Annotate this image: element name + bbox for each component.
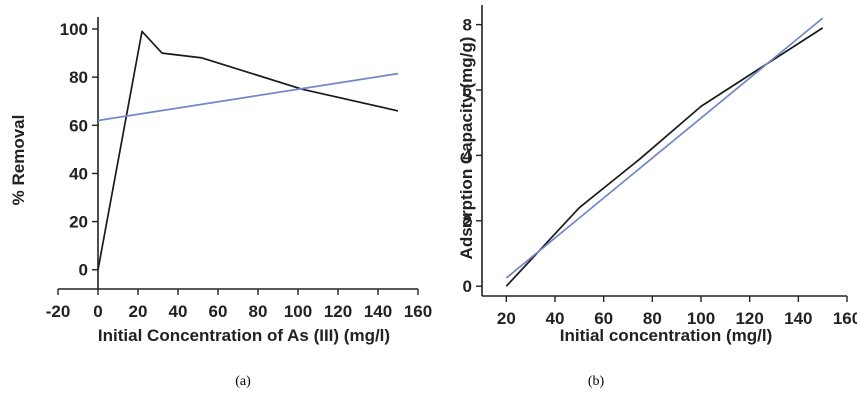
series-line-b-1	[505, 27, 824, 287]
x-axis-label-a: Initial Concentration of As (III) (mg/l)	[98, 326, 390, 345]
y-tick-label-b: 8	[463, 16, 472, 35]
chart-a: 0 20 40 60 80 100 -20 0 20 40 60 80 100 120 140 160 % Re…	[9, 17, 432, 389]
x-axis-label-b: Initial concentration (mg/l)	[560, 326, 773, 345]
x-tick-label-a: -20	[46, 302, 71, 321]
caption-b: (b)	[588, 374, 605, 389]
y-tick-label-b: 2	[463, 212, 472, 231]
y-tick-label-a: 40	[69, 164, 88, 183]
y-tick-label-b: 4	[463, 146, 473, 165]
caption-a: (a)	[235, 374, 251, 389]
x-tick-label-b: 100	[687, 309, 715, 328]
y-tick-label-a: 80	[69, 68, 88, 87]
y-axis-label-a: % Removal	[9, 115, 28, 206]
x-tick-label-a: 160	[404, 302, 432, 321]
y-tick-label-a: 100	[60, 20, 88, 39]
x-tick-label-a: 0	[93, 302, 102, 321]
x-tick-label-a: 20	[129, 302, 148, 321]
x-tick-label-b: 120	[735, 309, 763, 328]
series-line-b-2	[505, 17, 824, 279]
x-tick-label-b: 40	[546, 309, 565, 328]
x-tick-label-a: 100	[284, 302, 312, 321]
series-line-a-1	[97, 30, 399, 270]
x-tick-label-a: 40	[169, 302, 188, 321]
x-tick-label-b: 140	[784, 309, 812, 328]
y-tick-label-a: 20	[69, 213, 88, 232]
y-tick-label-b: 0	[463, 277, 472, 296]
chart-b: 0 2 4 6 8 20 40 60 80 100 120 140 160 Adsorption Capa…	[457, 5, 857, 389]
y-tick-label-b: 6	[463, 81, 472, 100]
x-tick-label-a: 60	[209, 302, 228, 321]
x-tick-label-a: 140	[364, 302, 392, 321]
x-tick-label-b: 80	[643, 309, 662, 328]
x-tick-label-b: 60	[594, 309, 613, 328]
x-tick-label-b: 20	[497, 309, 516, 328]
y-axis-label-b: Adsorption Capacity (mg/g)	[457, 37, 476, 260]
x-tick-label-b: 160	[833, 309, 857, 328]
x-tick-label-a: 120	[324, 302, 352, 321]
x-tick-label-a: 80	[249, 302, 268, 321]
y-tick-label-a: 60	[69, 116, 88, 135]
series-line-a-2	[97, 72, 399, 122]
y-tick-label-a: 0	[79, 261, 88, 280]
